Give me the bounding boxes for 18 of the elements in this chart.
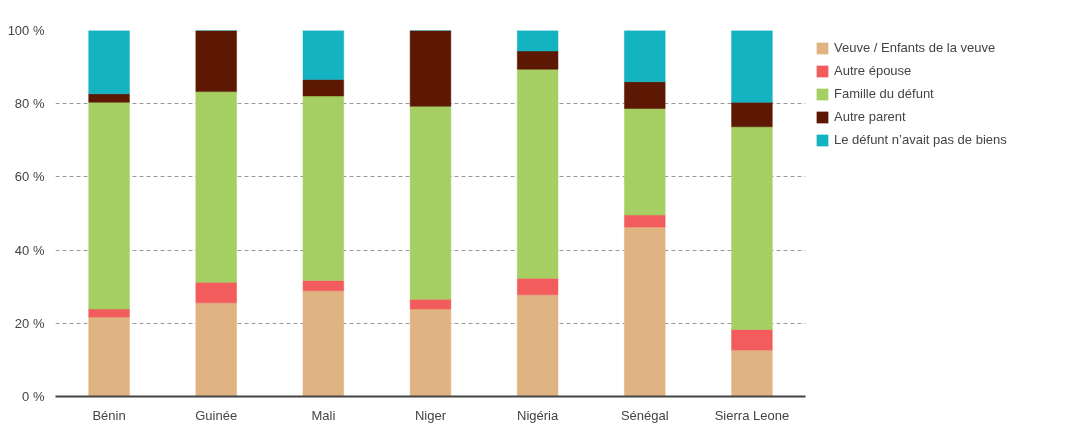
- y-tick-label: 80 %: [14, 96, 45, 112]
- x-tick-label: Sénégal: [620, 407, 669, 423]
- legend-label: Le défunt n’avait pas de biens: [834, 132, 1007, 147]
- y-tick-label: 100 %: [7, 23, 45, 38]
- legend-label: Autre parent: [834, 109, 906, 124]
- x-tick-label: Sierra Leone: [714, 407, 790, 423]
- legend-label: Famille du défunt: [834, 86, 934, 101]
- x-tick-label: Bénin: [92, 407, 126, 423]
- x-tick-label: Guinée: [195, 407, 238, 423]
- x-tick-label: Niger: [414, 407, 447, 423]
- legend-label: Autre épouse: [834, 63, 912, 78]
- x-tick-label: Nigéria: [517, 407, 559, 423]
- y-tick-label: 0 %: [22, 389, 45, 404]
- y-tick-label: 60 %: [14, 169, 45, 185]
- legend-label: Veuve / Enfants de la veuve: [834, 40, 996, 55]
- x-tick-label: Mali: [311, 407, 336, 423]
- y-tick-label: 40 %: [14, 242, 45, 258]
- y-tick-label: 20 %: [14, 315, 45, 331]
